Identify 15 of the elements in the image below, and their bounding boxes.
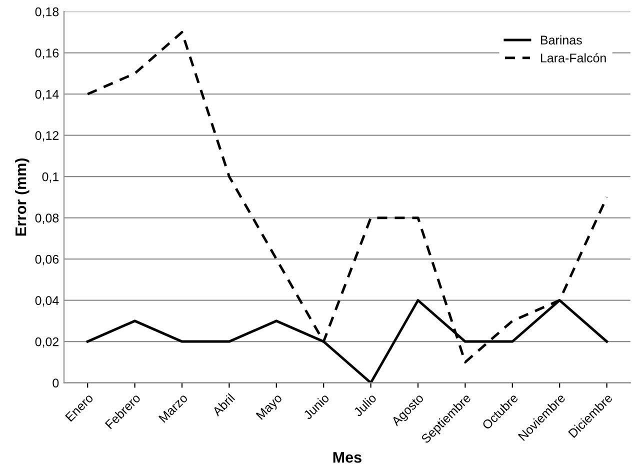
y-tick-label: 0,18 [35, 7, 59, 18]
x-axis-title: Mes [333, 452, 362, 463]
x-tick-label: Julio [352, 392, 377, 418]
y-tick-label: 0,04 [35, 296, 59, 306]
y-tick-label: 0,12 [35, 131, 59, 142]
y-tick-label: 0,14 [35, 90, 59, 100]
y-tick-label: 0 [52, 378, 59, 388]
legend-label: Lara-Falcón [540, 53, 606, 62]
y-axis-title: Error (mm) [15, 158, 30, 236]
y-tick-label: 0,1 [42, 172, 59, 183]
legend-label: Barinas [540, 35, 582, 45]
y-tick-label: 0,06 [35, 254, 59, 266]
y-tick-label: 0,02 [35, 337, 59, 348]
y-tick-label: 0,08 [35, 214, 59, 224]
y-tick-label: 0,16 [35, 48, 59, 59]
